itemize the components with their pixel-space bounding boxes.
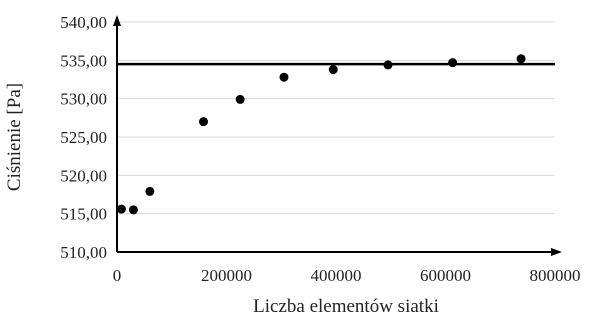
tick-labels: 510,00 515,00 520,00 525,00 530,00 535,00 540,…	[60, 13, 580, 285]
data-point	[328, 65, 338, 75]
data-point	[199, 117, 209, 127]
y-tick-label: 540,00	[60, 13, 107, 32]
x-tick-label: 800000	[530, 266, 581, 285]
x-tick-label: 600000	[420, 266, 471, 285]
data-point	[279, 72, 289, 82]
x-tick-label: 400000	[311, 266, 362, 285]
gridlines	[117, 21, 555, 215]
y-tick-label: 520,00	[60, 166, 107, 185]
y-tick-label: 510,00	[60, 243, 107, 262]
axes	[113, 15, 562, 256]
data-point	[448, 58, 458, 68]
data-point	[516, 54, 526, 64]
data-point	[383, 60, 393, 70]
y-axis-title: Ciśnienie [Pa]	[4, 83, 25, 191]
data-points	[116, 54, 526, 215]
y-tick-label: 535,00	[60, 51, 107, 70]
data-point	[145, 186, 155, 196]
data-point	[128, 205, 138, 215]
y-tick-label: 515,00	[60, 205, 107, 224]
data-point	[235, 94, 245, 104]
y-tick-label: 530,00	[60, 90, 107, 109]
x-axis-title: Liczba elementów siatki	[253, 296, 439, 317]
data-point	[116, 204, 126, 214]
y-tick-label: 525,00	[60, 128, 107, 147]
x-tick-label: 200000	[201, 266, 252, 285]
x-tick-label: 0	[113, 266, 122, 285]
